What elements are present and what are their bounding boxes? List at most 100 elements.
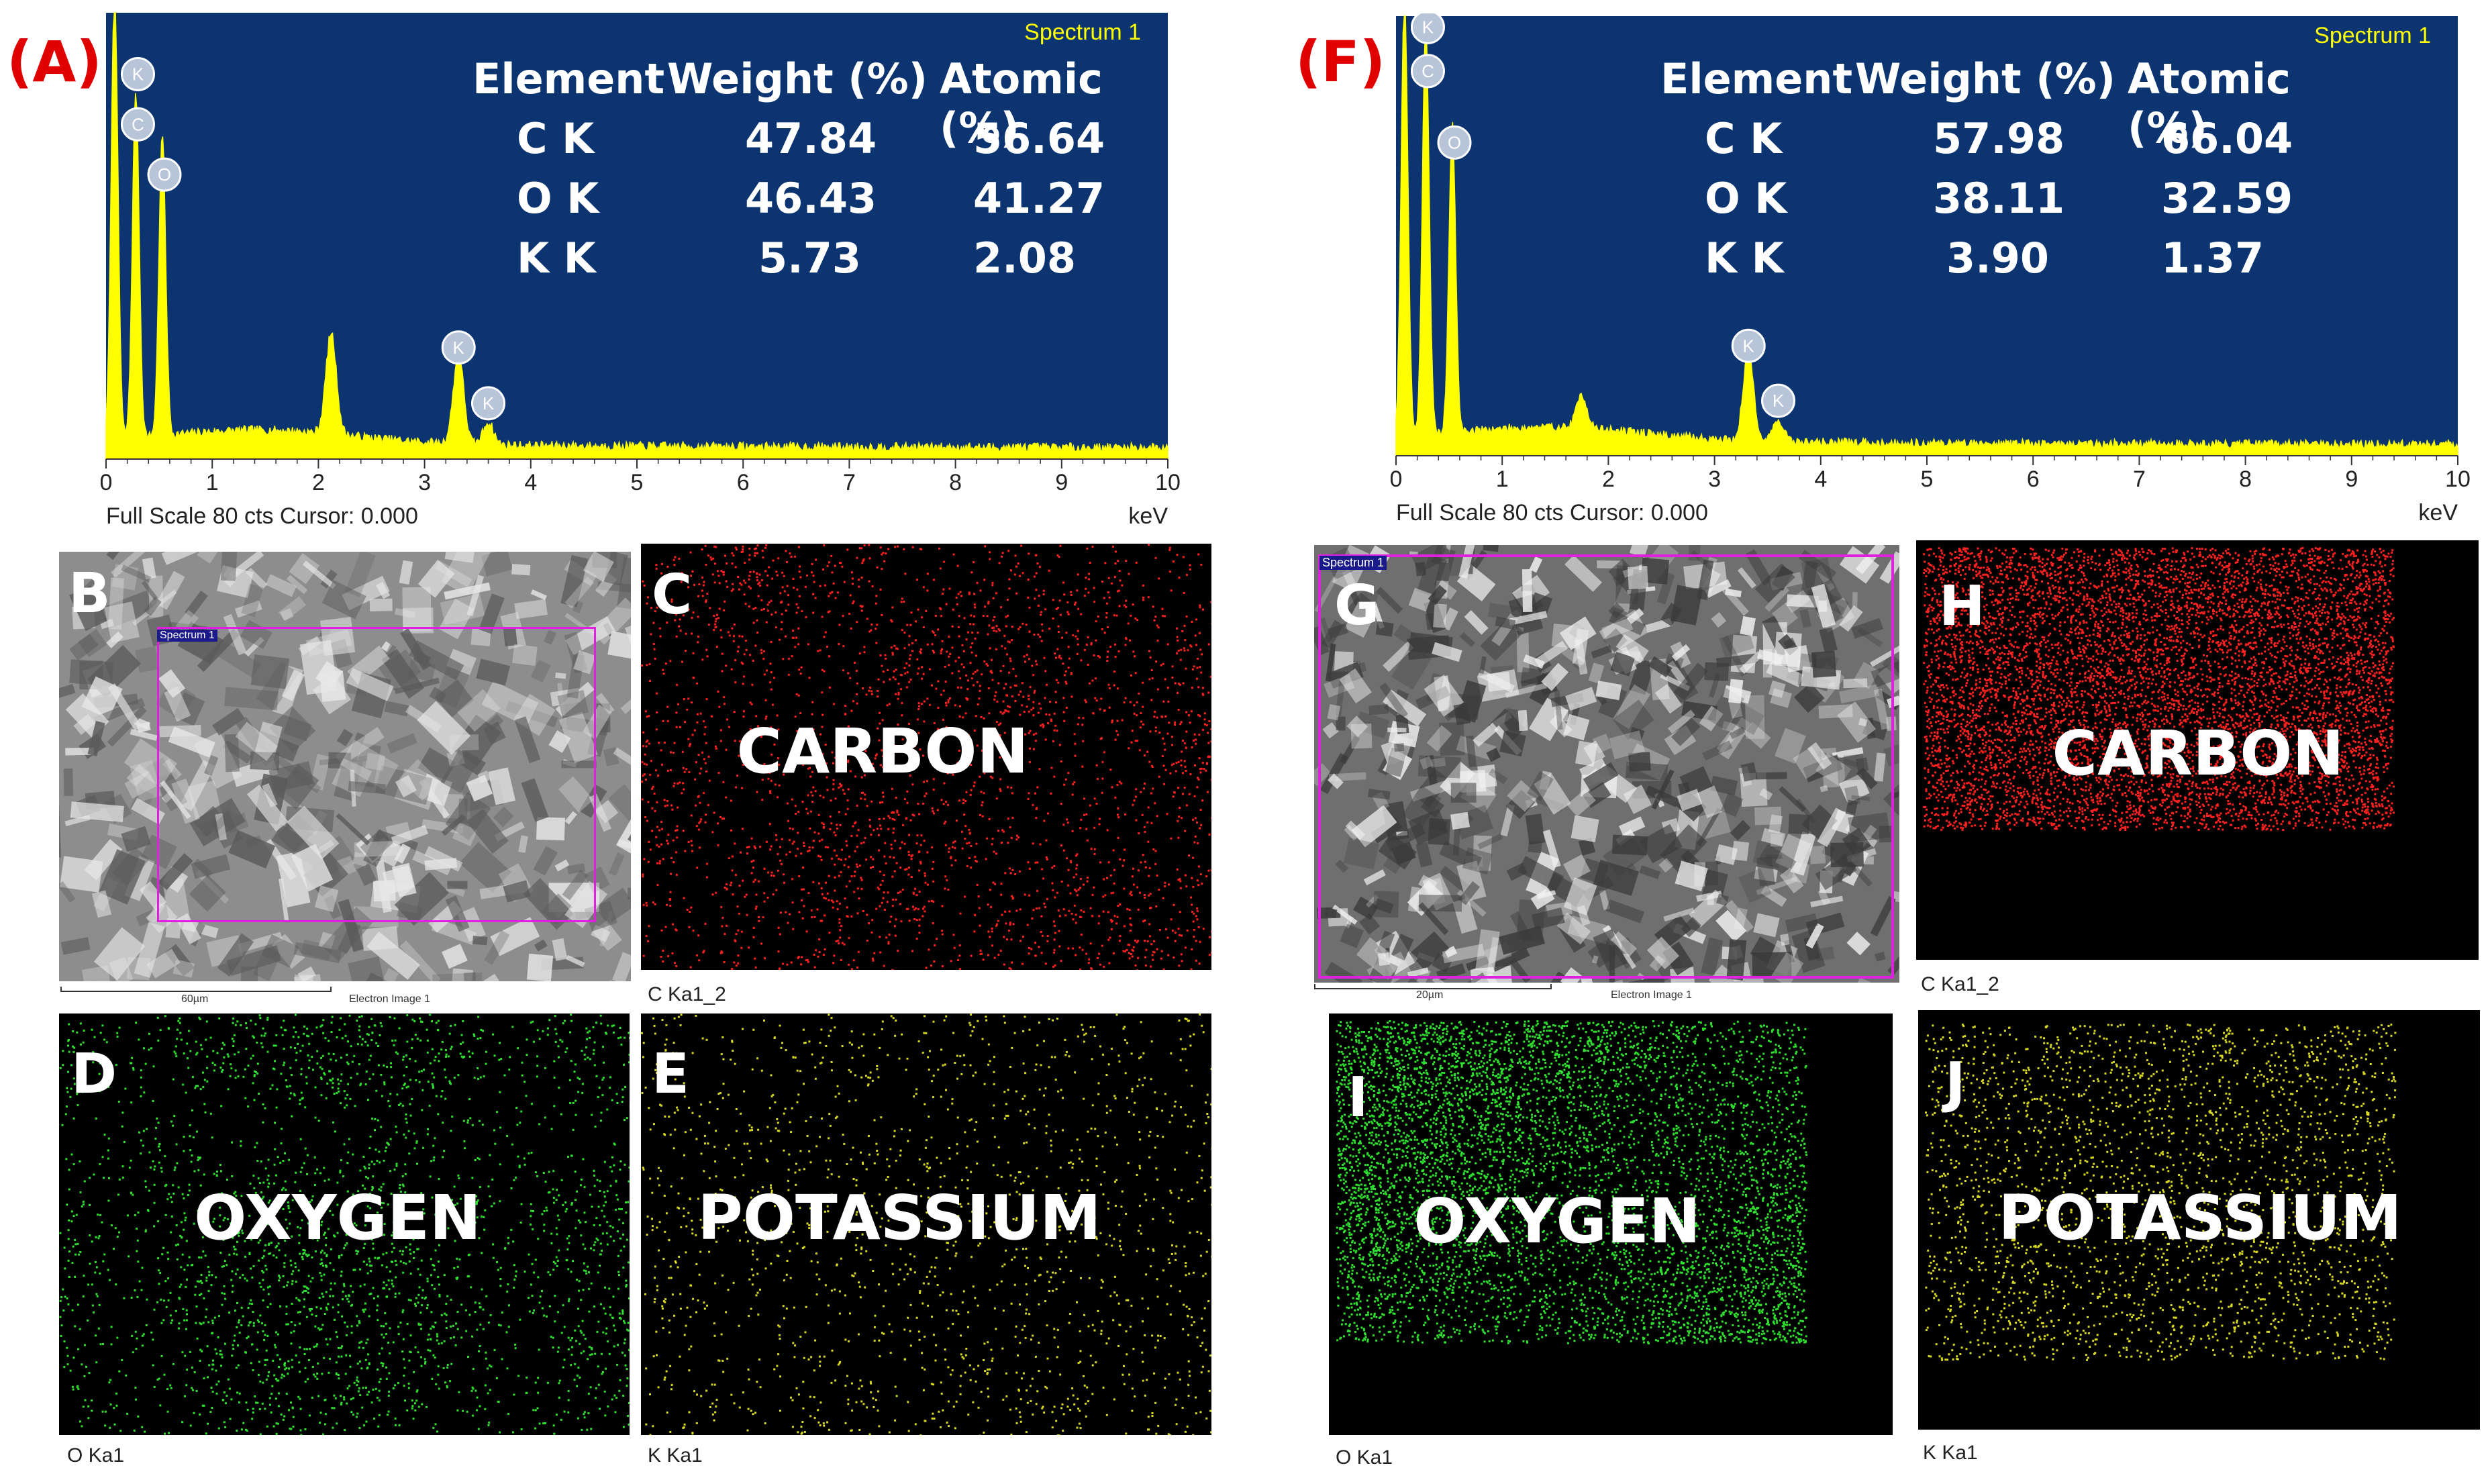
- table-cell-element: K K: [517, 234, 596, 283]
- x-tick-label: 6: [2027, 466, 2040, 492]
- x-tick-label: 5: [631, 470, 644, 495]
- x-tick-label: 5: [1921, 466, 1934, 492]
- table-cell-weight: 38.11: [1933, 174, 2064, 223]
- table-cell-atomic: 41.27: [973, 174, 1105, 223]
- x-tick-label: 3: [1708, 466, 1721, 492]
- element-map-oxygen: I OXYGEN: [1329, 1013, 1893, 1435]
- spectrum-plot-area: [106, 13, 1168, 459]
- peak-label: K: [441, 330, 476, 365]
- peak-label: K: [1731, 328, 1766, 363]
- element-map-potassium: J POTASSIUM: [1918, 1010, 2480, 1430]
- roi-label: Spectrum 1: [1319, 556, 1387, 570]
- x-tick-label: 3: [418, 470, 431, 495]
- x-tick-label: 2: [312, 470, 325, 495]
- table-header-weight: Weight (%): [1855, 54, 2115, 103]
- x-tick-label: 7: [843, 470, 856, 495]
- panel-label-b: B: [68, 566, 111, 622]
- peak-label: K: [1410, 9, 1445, 44]
- table-header-element: Element: [1660, 54, 1852, 103]
- x-tick-label: 0: [101, 470, 112, 495]
- x-tick-label: 7: [2133, 466, 2146, 492]
- map-caption: O Ka1: [67, 1444, 124, 1467]
- table-cell-weight: 46.43: [745, 174, 877, 223]
- table-cell-atomic: 66.04: [2161, 114, 2293, 163]
- map-caption: C Ka1_2: [1921, 973, 1999, 996]
- spectrum-chart-right: K C O K K Spectrum 1 0 1 2 3 4 5 6 7 8 9 10 Full Scale 80…: [1390, 9, 2471, 540]
- x-tick-label: 10: [2445, 466, 2471, 492]
- x-tick-label: 6: [737, 470, 750, 495]
- x-tick-label: 4: [524, 470, 537, 495]
- element-map-oxygen: D OXYGEN: [59, 1013, 630, 1435]
- spectrum-plot-area: [1396, 16, 2458, 456]
- svg-text:K: K: [453, 338, 465, 358]
- x-tick-label: 8: [949, 470, 962, 495]
- spectrum-series: [1395, 15, 2458, 456]
- table-cell-weight: 5.73: [758, 234, 861, 283]
- peak-label: O: [147, 157, 182, 192]
- panel-label-j: J: [1945, 1056, 1966, 1111]
- x-axis-unit: keV: [2418, 500, 2458, 526]
- image-label: Electron Image 1: [349, 993, 430, 1005]
- roi-box: [157, 627, 596, 922]
- table-header-element: Element: [472, 54, 664, 103]
- panel-label-d: D: [71, 1047, 117, 1102]
- x-tick-label: 1: [1496, 466, 1509, 492]
- roi-box: [1318, 554, 1894, 979]
- spectrum-chart-left: K C O K K Spectrum 1 0 1 2 3 4 5 6 7 8 9 10 Full Scale 80…: [100, 10, 1181, 540]
- table-cell-weight: 57.98: [1933, 114, 2064, 163]
- peak-label: K: [471, 386, 506, 421]
- map-element-name: POTASSIUM: [1998, 1187, 2401, 1249]
- peak-label: O: [1437, 125, 1472, 160]
- scale-bar: [60, 987, 332, 992]
- x-tick-label: 9: [1055, 470, 1068, 495]
- map-caption: O Ka1: [1336, 1446, 1393, 1469]
- spectrum-title: Spectrum 1: [2314, 23, 2431, 48]
- svg-text:O: O: [158, 164, 171, 185]
- scale-bar-label: 20µm: [1416, 989, 1443, 1001]
- table-cell-element: C K: [517, 114, 594, 163]
- map-element-name: POTASSIUM: [697, 1187, 1101, 1249]
- table-cell-element: O K: [1705, 174, 1787, 223]
- map-element-name: CARBON: [737, 721, 1029, 783]
- x-tick-label: 10: [1155, 470, 1181, 495]
- composition-table-right: Element Weight (%) Atomic (%) C K 57.98 …: [1651, 50, 2362, 292]
- table-cell-atomic: 32.59: [2161, 174, 2293, 223]
- x-tick-label: 4: [1814, 466, 1827, 492]
- map-element-name: OXYGEN: [1413, 1191, 1701, 1252]
- svg-text:C: C: [132, 114, 144, 134]
- table-cell-atomic: 56.64: [973, 114, 1105, 163]
- element-map-potassium: E POTASSIUM: [641, 1013, 1211, 1435]
- table-header-atomic: Atomic (%): [940, 54, 1175, 152]
- map-caption: C Ka1_2: [648, 983, 726, 1006]
- scale-bar: [1314, 984, 1552, 989]
- x-tick-label: 1: [206, 470, 219, 495]
- sem-image-right: Spectrum 1 G: [1314, 545, 1899, 983]
- peak-label: C: [1410, 54, 1445, 89]
- sem-image-left: B Spectrum 1: [59, 552, 631, 981]
- x-tick-label: 8: [2239, 466, 2252, 492]
- panel-label-c: C: [652, 568, 692, 623]
- element-map-carbon: C CARBON: [641, 544, 1211, 970]
- spectrum-title: Spectrum 1: [1024, 19, 1141, 45]
- peak-label: C: [120, 107, 155, 142]
- map-caption: K Ka1: [648, 1444, 703, 1467]
- spectrum-scale-text: Full Scale 80 cts Cursor: 0.000: [1396, 500, 1708, 526]
- table-cell-element: C K: [1705, 114, 1782, 163]
- x-tick-label: 9: [2345, 466, 2358, 492]
- map-element-name: OXYGEN: [194, 1187, 481, 1249]
- x-tick-label: 0: [1391, 466, 1402, 492]
- panel-label-a: (A): [7, 34, 102, 90]
- spectrum-scale-text: Full Scale 80 cts Cursor: 0.000: [106, 503, 418, 529]
- peak-label: K: [120, 56, 155, 91]
- svg-text:K: K: [132, 64, 144, 84]
- panel-label-f: (F): [1295, 34, 1385, 90]
- scale-bar-label: 60µm: [181, 993, 208, 1005]
- table-cell-weight: 47.84: [745, 114, 877, 163]
- roi-label: Spectrum 1: [157, 630, 217, 642]
- element-map-carbon: H CARBON: [1916, 540, 2479, 960]
- table-header-weight: Weight (%): [667, 54, 928, 103]
- table-header-atomic: Atomic (%): [2128, 54, 2362, 152]
- map-caption: K Ka1: [1923, 1442, 1978, 1465]
- table-cell-weight: 3.90: [1946, 234, 2049, 283]
- svg-text:K: K: [483, 393, 495, 413]
